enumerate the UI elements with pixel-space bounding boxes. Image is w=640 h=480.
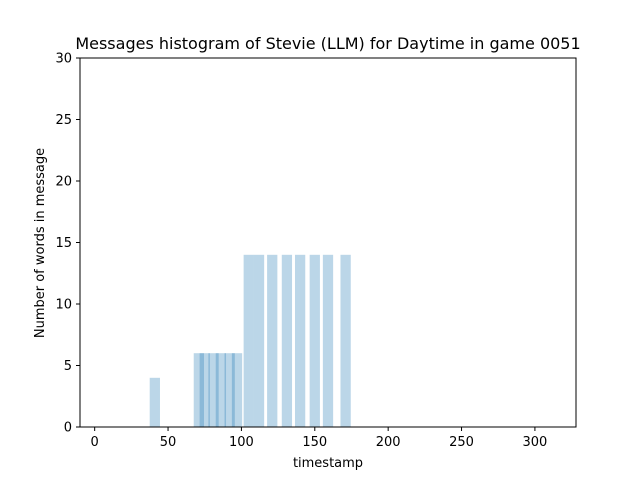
y-axis-ticks: 0 5 10 15 20 25 30 [55, 52, 80, 436]
x-axis-label: timestamp [293, 456, 363, 471]
bar [215, 353, 227, 427]
x-tick-label: 150 [302, 435, 327, 450]
x-tick-label: 200 [376, 435, 401, 450]
x-tick-label: 50 [160, 435, 177, 450]
y-tick-label: 25 [55, 113, 72, 128]
bar [340, 254, 351, 427]
y-tick-label: 0 [64, 421, 72, 436]
x-tick-label: 100 [229, 435, 254, 450]
x-tick-label: 0 [91, 435, 99, 450]
bar [149, 377, 160, 427]
bar [231, 353, 243, 427]
bars-group [149, 254, 351, 427]
bar [281, 254, 293, 427]
x-tick-label: 250 [449, 435, 474, 450]
chart-title: Messages histogram of Stevie (LLM) for D… [75, 34, 580, 53]
bar [208, 353, 219, 427]
bar [267, 254, 278, 427]
bar [224, 353, 235, 427]
y-tick-label: 20 [55, 175, 72, 190]
y-axis-label: Number of words in message [33, 148, 48, 338]
x-tick-label: 300 [522, 435, 547, 450]
y-tick-label: 15 [55, 236, 72, 251]
bar [243, 254, 254, 427]
x-axis-ticks: 0 50 100 150 200 250 300 [91, 427, 547, 450]
bar [199, 353, 210, 427]
bar [193, 353, 204, 427]
bar [253, 254, 265, 427]
bar [294, 254, 306, 427]
y-tick-label: 30 [55, 52, 72, 67]
bar [309, 254, 320, 427]
y-tick-label: 5 [64, 359, 72, 374]
bar [322, 254, 334, 427]
y-tick-label: 10 [55, 298, 72, 313]
